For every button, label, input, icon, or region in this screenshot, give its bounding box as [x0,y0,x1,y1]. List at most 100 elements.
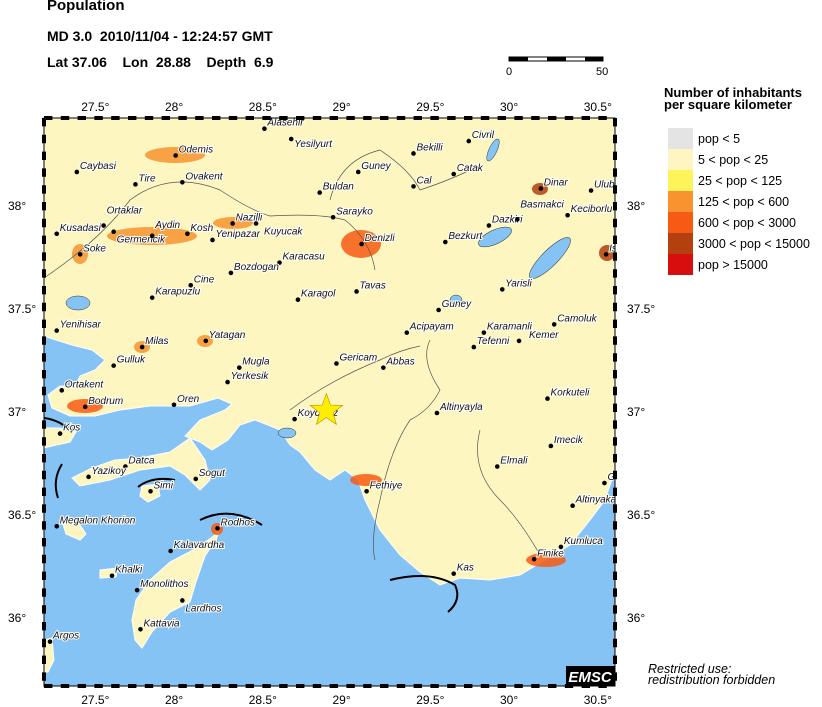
city-dot [101,223,106,228]
city-is[interactable]: Is [603,242,617,257]
city-yazikoy[interactable]: Yazikoy [86,465,128,480]
city-tefenni[interactable]: Tefenni [471,335,511,350]
city-karagol[interactable]: Karagol [295,288,337,303]
city-karapuzlu[interactable]: Karapuzlu [149,286,202,300]
city-yatagan[interactable]: Yatagan [203,329,247,344]
city-label: Germencik [117,235,166,246]
city-yenihisar[interactable]: Yenihisar [54,319,103,333]
city-kusadasi[interactable]: Kusadasi [54,222,103,237]
city-kas[interactable]: Kas [451,562,475,576]
lat-tick-right: 36.5° [627,508,656,522]
city-dot [111,229,116,235]
city-altinyayla[interactable]: Altinyayla [434,401,484,416]
legend-swatch [668,128,693,149]
city-ortakent[interactable]: Ortakent [59,378,105,393]
city-monolithos[interactable]: Monolithos [134,578,189,593]
city-label: Megalon Khorion [60,515,136,526]
city-fethiye[interactable]: Fethiye [364,479,404,494]
city-dazkiri[interactable]: Dazkiri [486,214,524,228]
city-karacasu[interactable]: Karacasu [277,251,326,265]
city-cine[interactable]: Cine [188,273,216,288]
city-finike[interactable]: Finike [531,547,565,562]
city-bekilli[interactable]: Bekilli [411,141,444,156]
city-ulub[interactable]: Ulub [588,179,615,193]
city-elmali[interactable]: Elmali [494,455,529,469]
city-kosh[interactable]: Kosh [185,222,215,237]
lat-tick-left: 36.5° [8,508,37,522]
city-guney[interactable]: Guney [355,160,393,175]
city-yenipazar[interactable]: Yenipazar [210,228,262,243]
city-dot [411,184,416,189]
city-label: Kemer [529,330,559,341]
city-alasehir[interactable]: Alasehir [262,118,305,132]
city-kalavardha[interactable]: Kalavardha [168,539,226,554]
legend-label: 600 < pop < 3000 [698,215,797,230]
city-soke[interactable]: Soke [77,242,107,257]
city-mugla[interactable]: Mugla [237,356,271,370]
city-dinar[interactable]: Dinar [538,176,569,191]
logo-emsc: EMSC [566,666,615,686]
city-lardhos[interactable]: Lardhos [180,598,222,615]
city-catak[interactable]: Catak [451,162,485,177]
city-dot [602,480,607,486]
city-dot [225,379,230,385]
city-yesilyurt[interactable]: Yesilyurt [288,136,334,151]
city-g[interactable]: G [602,471,615,486]
city-kuyucak[interactable]: Kuyucak [253,221,304,238]
city-basmakci[interactable]: Basmakci [515,198,565,222]
city-milas[interactable]: Milas [139,335,169,350]
city-label: Datca [128,456,155,467]
logo-text: EMSC [568,669,613,686]
city-tavas[interactable]: Tavas [354,279,387,294]
city-rodhos[interactable]: Rodhos [215,516,256,531]
city-label: Dazkiri [492,215,523,226]
city-yarisli[interactable]: Yarisli [499,277,534,292]
city-imecik[interactable]: Imecik [548,434,585,449]
city-camoluk[interactable]: Camoluk [551,312,599,327]
city-ortaklar[interactable]: Ortaklar [101,205,144,228]
epicenter-marker[interactable] [309,392,344,426]
city-nazilli[interactable]: Nazilli [230,211,264,226]
city-dot [288,136,294,142]
city-yerkesik[interactable]: Yerkesik [225,370,270,385]
city-dot [188,282,194,288]
city-kos[interactable]: Kos [57,422,81,436]
city-acipayam[interactable]: Acipayam [404,321,455,335]
city-sarayko[interactable]: Sarayko [330,205,374,220]
city-dot [545,396,550,401]
city-korkuteli[interactable]: Korkuteli [545,387,591,401]
city-bezkurt[interactable]: Bezkurt [443,230,484,245]
city-kemer[interactable]: Kemer [516,329,560,344]
city-cal[interactable]: Cal [411,174,433,189]
city-gericam[interactable]: Gericam [334,352,378,366]
city-gulluk[interactable]: Gulluk [111,354,147,368]
city-aydin[interactable]: Aydin [149,219,182,239]
city-kumluca[interactable]: Kumluca [558,535,604,550]
city-bozdogan[interactable]: Bozdogan [228,261,280,276]
fault-lines [44,417,459,613]
city-datca[interactable]: Datca [123,455,156,469]
city-karamanli[interactable]: Karamanli [481,321,534,335]
city-caybasi[interactable]: Caybasi [74,160,118,175]
city-label: Is [609,243,617,254]
city-sogut[interactable]: Sogut [193,467,227,482]
city-denizli[interactable]: Denizli [359,232,396,247]
city-megalon-khorion[interactable]: Megalon Khorion [54,514,137,529]
city-label: Yarisli [505,278,532,289]
city-argos[interactable]: Argos [47,630,80,644]
city-bodrum[interactable]: Bodrum [82,395,124,410]
city-simi[interactable]: Simi [148,479,175,494]
city-guney[interactable]: Guney [436,298,473,313]
city-odemis[interactable]: Odemis [173,144,214,158]
city-ovakent[interactable]: Ovakent [180,170,225,185]
city-keciborlu[interactable]: Keciborlu [565,203,614,218]
city-oren[interactable]: Oren [171,393,201,408]
city-abbas[interactable]: Abbas [381,356,416,370]
city-tire[interactable]: Tire [133,172,157,187]
city-kattavia[interactable]: Kattavia [138,617,181,632]
city-khalki[interactable]: Khalki [109,564,144,579]
city-altinyaka[interactable]: Altinyaka [570,494,616,509]
city-civril[interactable]: Civril [466,129,496,144]
city-buldan[interactable]: Buldan [317,181,355,195]
